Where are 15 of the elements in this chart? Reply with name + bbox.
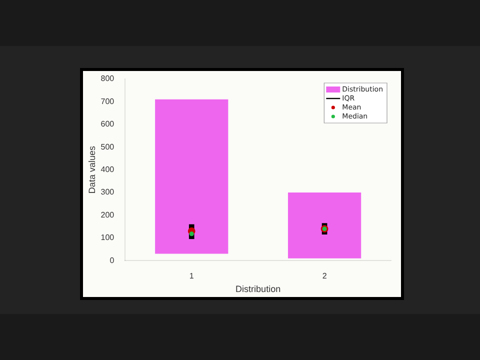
y-tick-label: 700 [100, 96, 115, 106]
bar [155, 99, 228, 254]
y-tick-label: 200 [100, 210, 115, 220]
bar [288, 192, 362, 258]
x-axis-title: Distribution [236, 284, 281, 294]
y-axis-title: Data values [86, 146, 97, 194]
y-tick-label: 600 [100, 120, 115, 129]
x-tick-label: 1 [189, 272, 194, 281]
y-tick-label: 800 [100, 74, 115, 84]
y-tick-label: 400 [100, 165, 115, 174]
x-tick-label: 2 [322, 272, 328, 281]
y-tick-label: 100 [100, 233, 115, 242]
y-tick-label: 0 [110, 256, 115, 265]
y-tick-label: 300 [100, 188, 115, 197]
y-tick-label: 500 [100, 142, 115, 152]
